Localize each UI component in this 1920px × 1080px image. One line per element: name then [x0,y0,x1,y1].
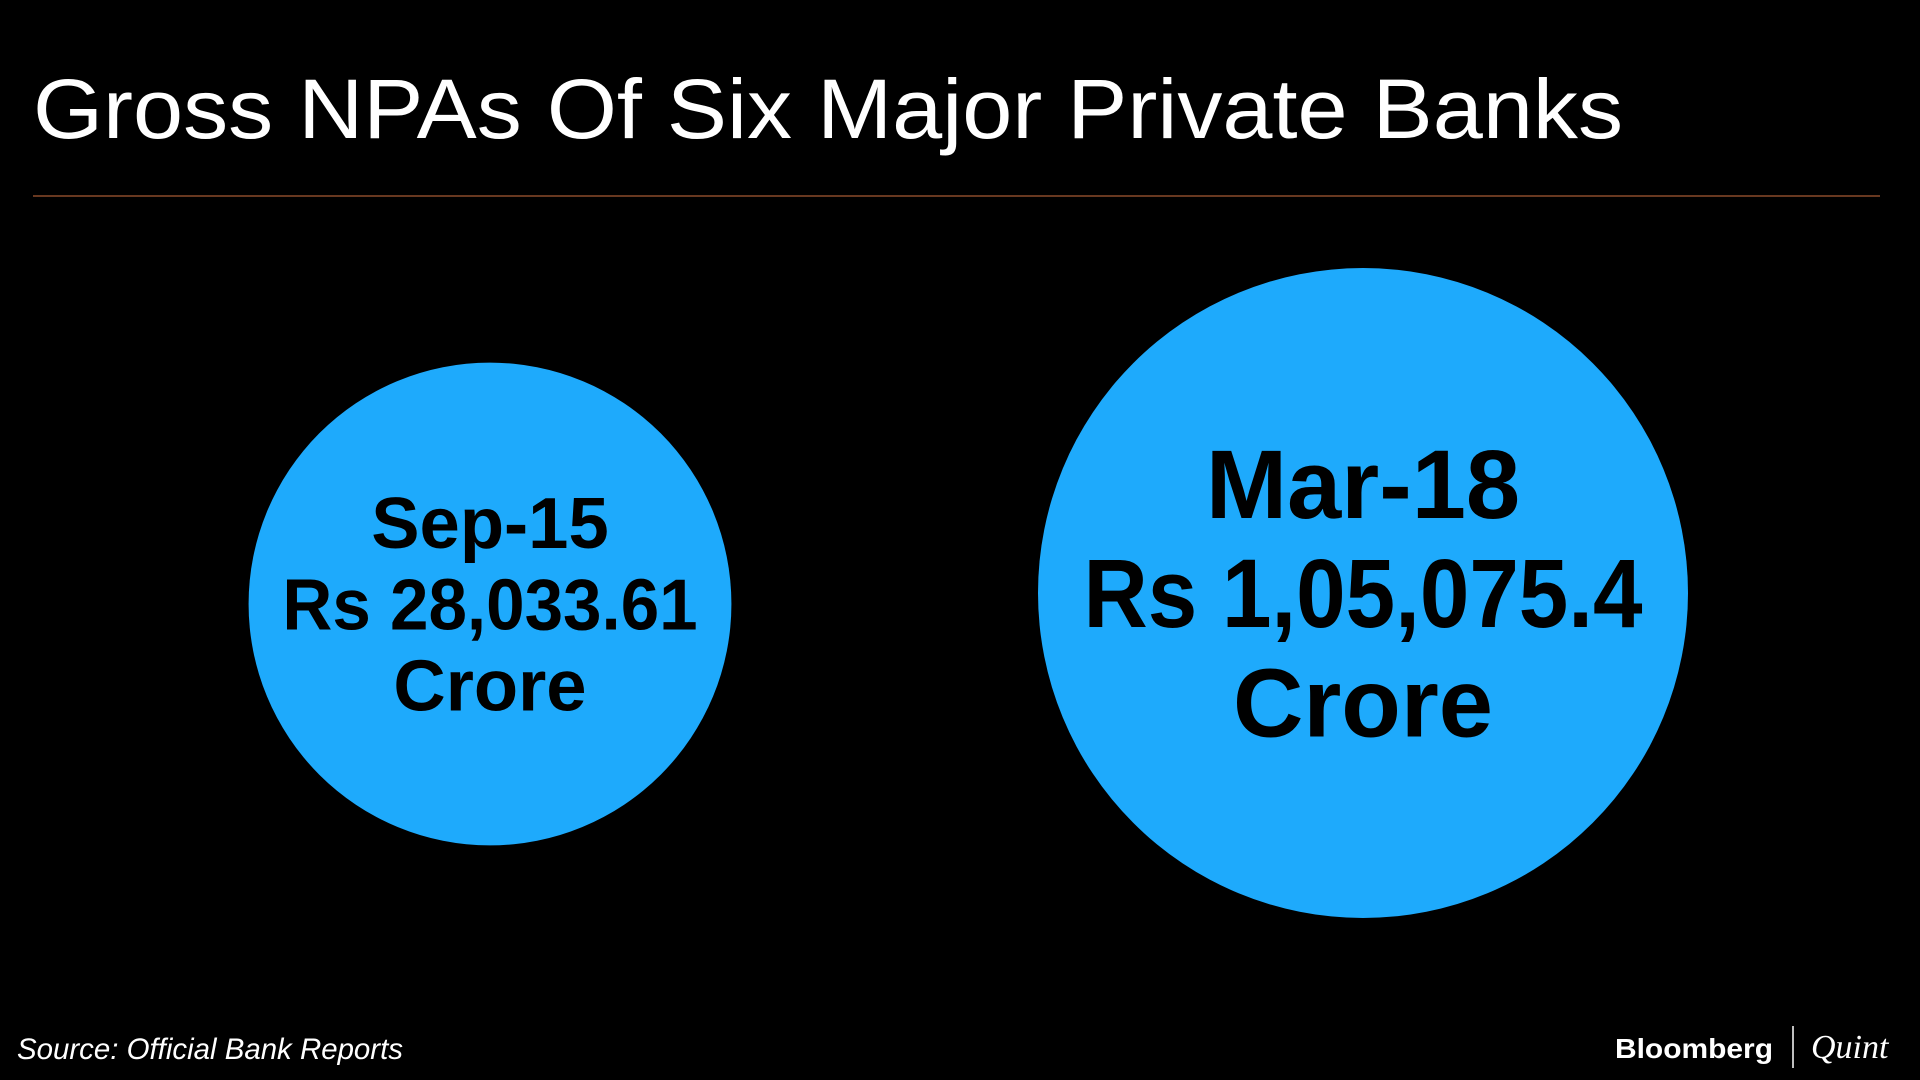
logo-bloomberg: Bloomberg [1615,1033,1773,1064]
source-note: Source: Official Bank Reports [17,1033,403,1066]
bubble [248,362,732,846]
logo-quint: Quint [1811,1029,1890,1066]
bubble-category: Mar-18 [1206,430,1520,539]
bubble-unit: Crore [1233,648,1493,757]
bubble-category: Sep-15 [371,483,608,564]
bubble [1038,268,1688,918]
bubble-unit: Crore [393,645,586,726]
chart-title: Gross NPAs Of Six Major Private Banks [33,62,1623,156]
bubble-value-label: Rs 1,05,075.4 [1084,539,1643,648]
bubble-value-label: Rs 28,033.61 [282,564,697,645]
